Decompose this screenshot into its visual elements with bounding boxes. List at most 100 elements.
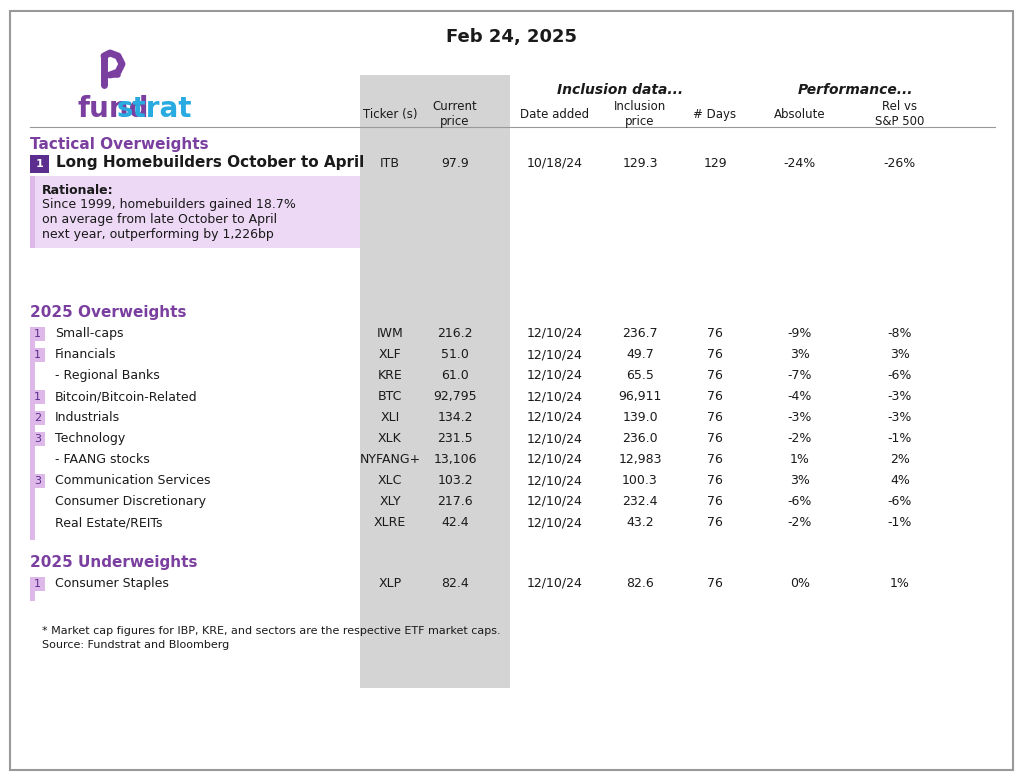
Text: 12/10/24: 12/10/24 bbox=[527, 390, 583, 403]
Text: 82.6: 82.6 bbox=[626, 577, 654, 590]
Text: 13,106: 13,106 bbox=[433, 453, 477, 466]
Text: * Market cap figures for IBP, KRE, and sectors are the respective ETF market cap: * Market cap figures for IBP, KRE, and s… bbox=[42, 626, 501, 636]
FancyBboxPatch shape bbox=[30, 390, 45, 404]
Text: 1: 1 bbox=[36, 159, 43, 169]
Text: 76: 76 bbox=[707, 369, 723, 382]
Text: 76: 76 bbox=[707, 390, 723, 403]
Text: Ticker (s): Ticker (s) bbox=[362, 108, 417, 121]
Text: Real Estate/REITs: Real Estate/REITs bbox=[55, 516, 163, 529]
Text: Technology: Technology bbox=[55, 432, 125, 445]
Text: 3: 3 bbox=[34, 476, 41, 486]
Text: -3%: -3% bbox=[888, 390, 912, 403]
Text: Bitcoin/Bitcoin-Related: Bitcoin/Bitcoin-Related bbox=[55, 390, 198, 403]
Text: fund: fund bbox=[77, 95, 148, 123]
Text: BTC: BTC bbox=[378, 390, 402, 403]
Text: NYFANG+: NYFANG+ bbox=[359, 453, 421, 466]
Text: 12/10/24: 12/10/24 bbox=[527, 577, 583, 590]
Text: 1: 1 bbox=[34, 350, 41, 360]
Text: Date added: Date added bbox=[520, 108, 590, 121]
Text: XLF: XLF bbox=[379, 348, 401, 361]
Text: -2%: -2% bbox=[787, 516, 812, 529]
Text: 10/18/24: 10/18/24 bbox=[527, 157, 583, 170]
FancyBboxPatch shape bbox=[30, 327, 35, 540]
Text: 12/10/24: 12/10/24 bbox=[527, 495, 583, 508]
Text: Rel vs
S&P 500: Rel vs S&P 500 bbox=[876, 100, 925, 128]
FancyBboxPatch shape bbox=[360, 75, 510, 688]
Text: 3: 3 bbox=[34, 434, 41, 444]
Text: Consumer Discretionary: Consumer Discretionary bbox=[55, 495, 206, 508]
Text: 65.5: 65.5 bbox=[626, 369, 654, 382]
Text: Feb 24, 2025: Feb 24, 2025 bbox=[446, 28, 578, 46]
FancyBboxPatch shape bbox=[10, 11, 1013, 770]
Text: 3%: 3% bbox=[791, 474, 810, 487]
Text: 76: 76 bbox=[707, 411, 723, 424]
Text: 12/10/24: 12/10/24 bbox=[527, 348, 583, 361]
Text: 76: 76 bbox=[707, 348, 723, 361]
Text: Current
price: Current price bbox=[432, 100, 477, 128]
Text: 2025 Overweights: 2025 Overweights bbox=[30, 305, 186, 320]
Text: Inclusion
price: Inclusion price bbox=[613, 100, 667, 128]
FancyBboxPatch shape bbox=[30, 411, 45, 425]
Text: Consumer Staples: Consumer Staples bbox=[55, 577, 169, 590]
Text: 1%: 1% bbox=[890, 577, 910, 590]
FancyBboxPatch shape bbox=[30, 577, 45, 591]
Text: -7%: -7% bbox=[787, 369, 812, 382]
Text: 2: 2 bbox=[34, 413, 41, 423]
Text: -24%: -24% bbox=[784, 157, 816, 170]
Text: XLP: XLP bbox=[379, 577, 401, 590]
Text: 51.0: 51.0 bbox=[441, 348, 469, 361]
Text: 236.0: 236.0 bbox=[623, 432, 657, 445]
Text: 100.3: 100.3 bbox=[623, 474, 657, 487]
Text: 49.7: 49.7 bbox=[626, 348, 654, 361]
Text: 129: 129 bbox=[703, 157, 727, 170]
Text: - FAANG stocks: - FAANG stocks bbox=[55, 453, 150, 466]
Text: Long Homebuilders October to April: Long Homebuilders October to April bbox=[56, 155, 365, 170]
Text: 0%: 0% bbox=[790, 577, 810, 590]
Text: -9%: -9% bbox=[787, 327, 812, 340]
Text: - Regional Banks: - Regional Banks bbox=[55, 369, 160, 382]
Text: 217.6: 217.6 bbox=[437, 495, 473, 508]
Text: -4%: -4% bbox=[787, 390, 812, 403]
Text: 12/10/24: 12/10/24 bbox=[527, 369, 583, 382]
Text: Absolute: Absolute bbox=[774, 108, 825, 121]
Text: XLY: XLY bbox=[379, 495, 400, 508]
Text: Inclusion data...: Inclusion data... bbox=[557, 83, 683, 97]
Text: 1: 1 bbox=[34, 329, 41, 339]
Text: 61.0: 61.0 bbox=[441, 369, 469, 382]
Text: 82.4: 82.4 bbox=[441, 577, 469, 590]
Text: -6%: -6% bbox=[888, 369, 912, 382]
Text: 4%: 4% bbox=[890, 474, 910, 487]
Text: 12/10/24: 12/10/24 bbox=[527, 453, 583, 466]
Text: 103.2: 103.2 bbox=[437, 474, 473, 487]
Text: Industrials: Industrials bbox=[55, 411, 120, 424]
Text: 216.2: 216.2 bbox=[437, 327, 473, 340]
Text: # Days: # Days bbox=[693, 108, 736, 121]
Text: 12/10/24: 12/10/24 bbox=[527, 474, 583, 487]
Text: 1: 1 bbox=[34, 392, 41, 402]
Text: 42.4: 42.4 bbox=[441, 516, 469, 529]
Text: 12/10/24: 12/10/24 bbox=[527, 327, 583, 340]
Text: 1: 1 bbox=[34, 579, 41, 589]
Text: 76: 76 bbox=[707, 432, 723, 445]
Text: 3%: 3% bbox=[791, 348, 810, 361]
FancyBboxPatch shape bbox=[30, 577, 35, 601]
FancyBboxPatch shape bbox=[30, 432, 45, 446]
Text: 76: 76 bbox=[707, 516, 723, 529]
FancyBboxPatch shape bbox=[30, 176, 35, 248]
Text: -8%: -8% bbox=[888, 327, 912, 340]
Text: XLK: XLK bbox=[378, 432, 401, 445]
Text: 139.0: 139.0 bbox=[623, 411, 657, 424]
Text: 12/10/24: 12/10/24 bbox=[527, 516, 583, 529]
Text: strat: strat bbox=[117, 95, 193, 123]
Text: 1%: 1% bbox=[791, 453, 810, 466]
Text: 76: 76 bbox=[707, 495, 723, 508]
Text: -6%: -6% bbox=[787, 495, 812, 508]
Text: ITB: ITB bbox=[380, 157, 400, 170]
Text: Performance...: Performance... bbox=[798, 83, 912, 97]
Text: 43.2: 43.2 bbox=[627, 516, 653, 529]
Text: 76: 76 bbox=[707, 453, 723, 466]
Text: XLC: XLC bbox=[378, 474, 402, 487]
Text: 12/10/24: 12/10/24 bbox=[527, 432, 583, 445]
Text: Rationale:: Rationale: bbox=[42, 184, 114, 197]
Text: 2025 Underweights: 2025 Underweights bbox=[30, 555, 198, 570]
